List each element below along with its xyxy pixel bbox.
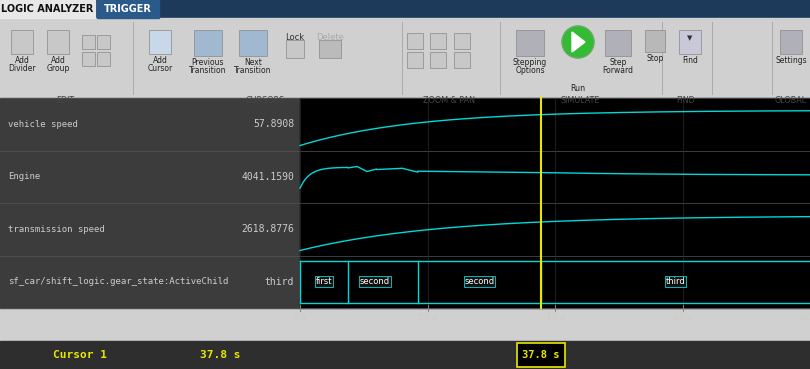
Bar (605, 30, 631, 56)
Bar (300, 98, 810, 308)
Text: ▼: ▼ (688, 35, 693, 41)
Bar (96, 52, 109, 66)
Bar (96, 35, 109, 49)
Text: Add: Add (50, 56, 66, 65)
Bar (516, 30, 544, 56)
Text: second: second (464, 277, 495, 286)
Text: third: third (666, 277, 685, 286)
Text: Transition: Transition (190, 66, 227, 75)
Bar (407, 33, 423, 49)
Bar (0, 0, 810, 18)
Bar (194, 30, 222, 56)
Text: Run: Run (570, 84, 586, 93)
Bar (82, 52, 95, 66)
Bar (0, 0, 95, 18)
Text: transmission speed: transmission speed (8, 225, 104, 234)
Bar (454, 33, 470, 49)
Text: Step: Step (609, 58, 627, 67)
Bar (407, 52, 423, 68)
Text: Find: Find (682, 56, 698, 65)
Text: first: first (316, 277, 332, 286)
Text: Stop: Stop (646, 54, 663, 63)
Text: third: third (265, 277, 294, 287)
Text: Options: Options (515, 66, 545, 75)
Text: ZOOM & PAN: ZOOM & PAN (423, 96, 475, 105)
Text: LOGIC ANALYZER: LOGIC ANALYZER (1, 4, 93, 14)
Text: Delete: Delete (316, 34, 344, 42)
Text: 60 s: 60 s (673, 313, 692, 322)
Text: 37.8 s: 37.8 s (200, 350, 241, 360)
Bar (286, 40, 304, 58)
Text: EDIT: EDIT (56, 96, 74, 105)
Text: Lock: Lock (285, 34, 305, 42)
Circle shape (562, 26, 594, 58)
Text: 20 s: 20 s (418, 313, 437, 322)
Text: Next: Next (244, 58, 262, 67)
Bar (97, 0, 159, 18)
Text: Forward: Forward (603, 66, 633, 75)
Bar (780, 30, 802, 54)
Text: Cursor 1: Cursor 1 (53, 350, 107, 360)
Text: FIND: FIND (676, 96, 695, 105)
Text: CURSORS: CURSORS (245, 96, 284, 105)
Text: Engine: Engine (8, 172, 40, 181)
Bar (47, 30, 69, 54)
Text: vehicle speed: vehicle speed (8, 120, 78, 129)
Text: Add: Add (15, 56, 29, 65)
Text: second: second (360, 277, 390, 286)
Text: Group: Group (46, 64, 70, 73)
Text: SIMULATE: SIMULATE (561, 96, 599, 105)
Text: 2618.8776: 2618.8776 (241, 224, 294, 234)
Bar (149, 30, 171, 54)
Text: Divider: Divider (8, 64, 36, 73)
Text: 57.8908: 57.8908 (253, 119, 294, 129)
Bar (645, 30, 665, 52)
Text: 0 s: 0 s (293, 313, 307, 322)
Text: Add: Add (152, 56, 168, 65)
Bar (82, 35, 95, 49)
Text: Settings: Settings (775, 56, 807, 65)
Text: 40 s: 40 s (546, 313, 565, 322)
Bar (679, 30, 701, 54)
Bar (454, 52, 470, 68)
Text: Transition: Transition (234, 66, 271, 75)
Text: Previous: Previous (192, 58, 224, 67)
Bar (0, 341, 810, 369)
Text: TRIGGER: TRIGGER (104, 4, 152, 14)
Text: Cursor: Cursor (147, 64, 173, 73)
Bar (430, 33, 446, 49)
Text: 4041.1590: 4041.1590 (241, 172, 294, 182)
Text: GLOBAL: GLOBAL (775, 96, 807, 105)
Text: 37.8 s: 37.8 s (522, 350, 560, 360)
Polygon shape (572, 32, 585, 52)
Bar (517, 343, 565, 367)
Bar (430, 52, 446, 68)
Text: 80 s: 80 s (800, 313, 810, 322)
Bar (319, 40, 341, 58)
Bar (11, 30, 33, 54)
Bar (0, 98, 300, 308)
Bar (0, 18, 810, 98)
Text: Stepping: Stepping (513, 58, 547, 67)
Bar (239, 30, 267, 56)
Text: sf_car/shift_logic.gear_state:ActiveChild: sf_car/shift_logic.gear_state:ActiveChil… (8, 277, 228, 286)
